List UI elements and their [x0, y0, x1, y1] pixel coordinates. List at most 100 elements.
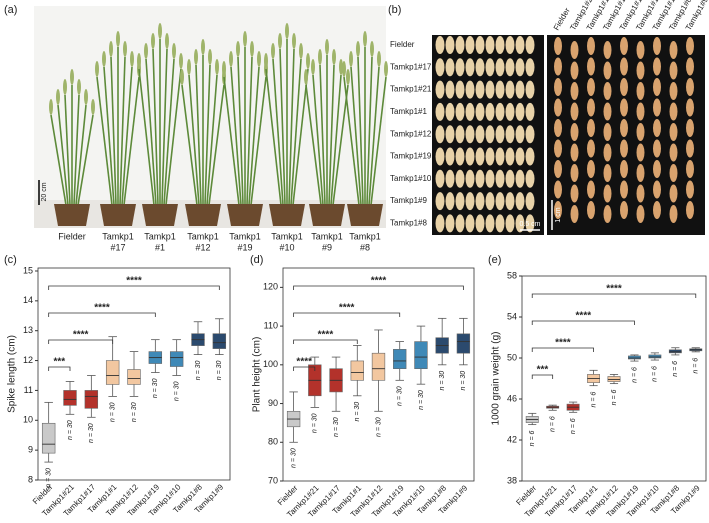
- grain: [515, 214, 525, 233]
- grain: [603, 123, 612, 141]
- grain: [669, 41, 678, 59]
- grain: [620, 119, 628, 137]
- grain: [455, 147, 465, 166]
- plant-stem: [370, 76, 387, 206]
- pot: [309, 204, 345, 226]
- plant-label: #12: [195, 242, 210, 252]
- y-tick-label: 9: [28, 445, 33, 455]
- significance-label: ****: [94, 303, 110, 314]
- grain: [686, 78, 694, 96]
- significance-label: ****: [73, 330, 89, 341]
- scale-label: 20 cm: [41, 182, 48, 201]
- y-tick-label: 12: [23, 355, 33, 365]
- significance-label: ***: [537, 365, 549, 376]
- grain: [445, 214, 455, 233]
- grain: [505, 102, 515, 121]
- grain: [636, 82, 645, 100]
- spike: [208, 49, 212, 65]
- box: [212, 333, 227, 349]
- spike: [325, 39, 329, 55]
- plot-frame: [37, 267, 231, 481]
- grain: [485, 36, 495, 54]
- grain: [620, 78, 628, 96]
- grain: [587, 98, 595, 117]
- spike: [318, 49, 322, 65]
- spike: [144, 43, 148, 59]
- grain: [554, 201, 562, 219]
- spike: [370, 41, 374, 57]
- plant-label: Tamkp1: [311, 231, 343, 241]
- y-tick-label: 11: [24, 385, 33, 395]
- significance-bracket: [531, 293, 697, 298]
- spike: [165, 33, 169, 49]
- significance-label: ****: [371, 276, 387, 287]
- grain: [653, 119, 661, 137]
- plant-stem: [305, 84, 322, 206]
- y-tick-label: 50: [507, 352, 517, 362]
- plant-label: Tamkp1: [102, 231, 134, 241]
- grain: [465, 102, 475, 121]
- grain: [435, 125, 445, 144]
- grain: [455, 58, 465, 77]
- grain: [495, 192, 505, 211]
- grain: [475, 36, 485, 54]
- plant-stem: [50, 114, 67, 206]
- significance-bracket: [48, 285, 220, 290]
- spike: [363, 31, 367, 47]
- n-label: n = 6: [529, 431, 536, 447]
- plant-stem: [230, 66, 242, 206]
- grain: [686, 37, 694, 55]
- plant-stem: [57, 104, 69, 206]
- spike: [49, 99, 53, 115]
- n-label: n = 30: [290, 448, 297, 468]
- spike: [70, 69, 74, 85]
- grain: [587, 139, 595, 158]
- grain: [587, 180, 595, 199]
- plant-stem: [188, 74, 200, 206]
- plant-label: #19: [237, 242, 252, 252]
- plant-label: #1: [155, 242, 165, 252]
- panel-label: (a): [4, 4, 17, 16]
- n-label: n = 30: [131, 402, 138, 422]
- spike: [63, 79, 67, 95]
- plant-stem: [110, 56, 117, 206]
- row-label: Tamkp1#19: [390, 152, 432, 161]
- spike: [123, 41, 127, 57]
- spike: [339, 59, 343, 75]
- grain: [475, 80, 485, 99]
- grain: [495, 58, 505, 77]
- plant-stem: [248, 66, 260, 206]
- spike: [116, 31, 120, 47]
- box: [350, 360, 364, 381]
- plant-stem: [165, 68, 182, 206]
- n-label: n = 6: [590, 392, 597, 408]
- grain: [445, 125, 455, 144]
- spike: [229, 51, 233, 67]
- pot: [100, 204, 136, 226]
- grain: [669, 82, 678, 100]
- n-label: n = 30: [418, 390, 425, 410]
- grain: [525, 147, 535, 166]
- grain: [485, 58, 495, 77]
- grain: [495, 214, 505, 233]
- grain: [603, 61, 612, 80]
- grain: [475, 192, 485, 211]
- grain: [515, 80, 525, 99]
- row-label: Tamkp1#1: [390, 107, 427, 116]
- grain: [525, 58, 535, 77]
- grain: [603, 102, 612, 121]
- grain: [485, 102, 495, 121]
- grain: [475, 125, 485, 144]
- grain: [475, 102, 485, 121]
- grain: [669, 61, 678, 80]
- y-tick-label: 70: [268, 475, 278, 485]
- pot: [185, 204, 221, 226]
- grain: [636, 184, 645, 203]
- grain: [465, 169, 475, 188]
- grain: [525, 214, 535, 233]
- grain: [669, 205, 678, 223]
- n-label: n = 30: [174, 381, 181, 401]
- spike: [306, 53, 310, 69]
- grain: [455, 214, 465, 233]
- grain: [495, 169, 505, 188]
